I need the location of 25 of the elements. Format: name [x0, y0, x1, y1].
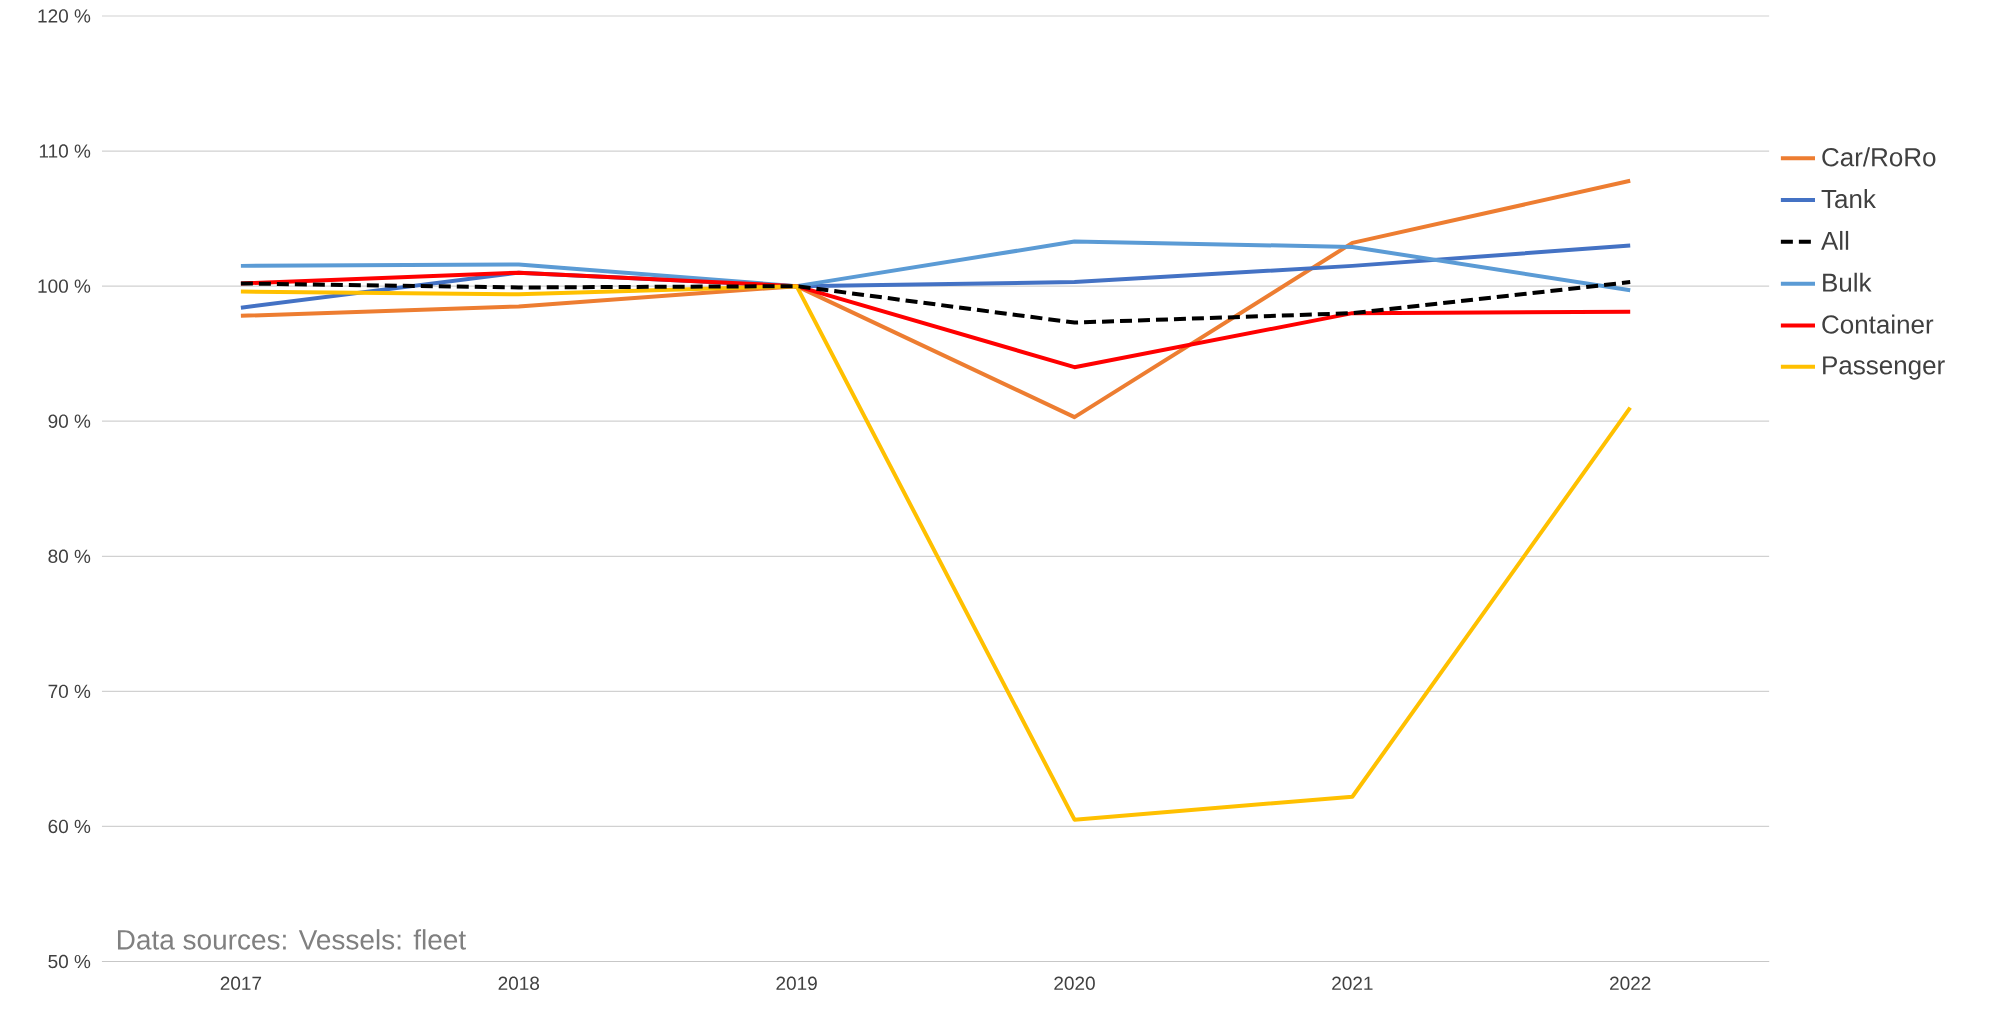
legend-label: Container [1822, 314, 1934, 334]
legend-label: Tank [1821, 188, 1876, 208]
x-tick-label: 2019 [776, 976, 817, 990]
y-tick-label: 90 % [48, 414, 91, 428]
line-series [238, 283, 1633, 822]
y-tick-label: 80 % [48, 549, 91, 563]
y-tick-label: 120 % [38, 9, 91, 23]
x-tick-label: 2018 [498, 976, 540, 990]
legend-label: All [1821, 230, 1849, 250]
y-tick-label: 110 % [39, 144, 91, 158]
line-series [238, 239, 1633, 292]
y-tick-label: 50 % [48, 954, 91, 968]
x-tick-label: 2017 [220, 976, 262, 990]
legend-label: Bulk [1823, 272, 1872, 292]
line-series [238, 279, 1633, 325]
y-tick-label: 60 % [48, 819, 91, 833]
line-series [238, 178, 1633, 419]
annotation: Data sources: Vessels: fleet [117, 928, 466, 950]
legend-label: Passenger [1823, 356, 1945, 380]
x-tick-label: 2022 [1610, 976, 1651, 990]
x-tick-label: 2021 [1332, 976, 1373, 990]
legend-label: Car/RoRo [1822, 147, 1936, 167]
y-tick-label: 70 % [48, 684, 91, 698]
y-tick-label: 100 % [38, 279, 91, 293]
x-tick-label: 2020 [1054, 976, 1095, 990]
